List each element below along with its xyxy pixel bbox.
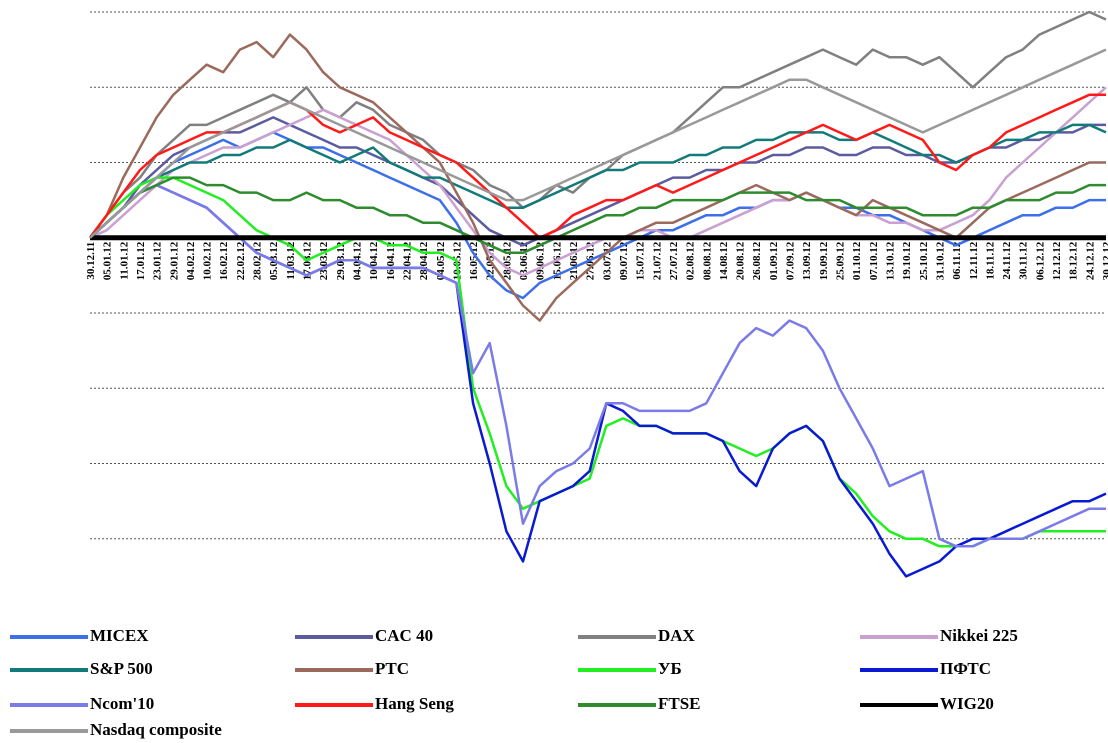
x-tick-label: 14.08.12 <box>718 241 730 280</box>
x-tick-label: 16.04.12 <box>385 241 397 280</box>
x-tick-label: 25.09.12 <box>835 241 847 280</box>
x-tick-label: 17.01.12 <box>135 241 147 280</box>
legend-label: MICEX <box>90 626 149 645</box>
x-tick-label: 11.01.12 <box>118 241 130 279</box>
series-line <box>89 123 1107 239</box>
legend-label: Nasdaq composite <box>90 720 222 739</box>
legend-label: ПФТС <box>940 659 991 678</box>
series-line <box>89 183 1106 548</box>
x-tick-label: 19.10.12 <box>901 241 913 280</box>
x-tick-label: 20.08.12 <box>735 241 747 280</box>
legend-label: УБ <box>658 659 682 678</box>
x-tick-label: 09.07.12 <box>618 241 630 280</box>
x-tick-label: 06.12.12 <box>1034 241 1046 280</box>
x-tick-label: 09.06.12 <box>535 241 547 280</box>
x-tick-label: 12.11.12 <box>968 241 980 279</box>
legend-label: FTSE <box>658 694 701 713</box>
series-line <box>88 33 1106 322</box>
series-line <box>89 48 1107 239</box>
x-tick-label: 07.09.12 <box>785 241 797 280</box>
x-tick-label: 18.11.12 <box>984 241 996 279</box>
x-tick-label: 15.07.12 <box>635 241 647 280</box>
x-tick-label: 18.12.12 <box>1068 241 1080 280</box>
legend-label: DAX <box>658 626 696 645</box>
x-tick-label: 01.10.12 <box>851 241 863 280</box>
x-tick-label: 13.09.12 <box>801 241 813 280</box>
x-tick-label: 10.04.12 <box>368 241 380 280</box>
x-tick-label: 23.03.12 <box>318 241 330 280</box>
legend-label: Ncom'10 <box>90 694 154 713</box>
x-tick-label: 31.10.12 <box>934 241 946 280</box>
x-tick-label: 21.06.12 <box>568 241 580 280</box>
x-tick-label: 25.10.12 <box>918 241 930 280</box>
x-tick-label: 12.12.12 <box>1051 241 1063 280</box>
x-tick-label: 27.07.12 <box>668 241 680 280</box>
x-tick-label: 08.08.12 <box>701 241 713 280</box>
legend-label: Hang Seng <box>375 694 454 713</box>
x-tick-label: 26.08.12 <box>751 241 763 280</box>
legend-label: Nikkei 225 <box>940 626 1018 645</box>
x-tick-label: 28.05.12 <box>501 241 513 280</box>
series-line <box>89 116 1106 247</box>
legend-label: WIG20 <box>940 694 994 713</box>
x-tick-label: 02.08.12 <box>685 241 697 280</box>
legend-label: CAC 40 <box>375 626 433 645</box>
x-tick-label: 24.11.12 <box>1001 241 1013 279</box>
x-tick-label: 28.04.12 <box>418 241 430 280</box>
x-tick-label: 30.12.11 <box>85 242 97 280</box>
x-tick-label: 22.04.12 <box>401 241 413 280</box>
x-tick-label: 21.07.12 <box>651 241 663 280</box>
x-tick-label: 30.12.12 <box>1101 241 1108 280</box>
x-tick-label: 05.01.12 <box>102 241 114 280</box>
x-tick-label: 10.02.12 <box>202 241 214 280</box>
x-tick-label: 16.02.12 <box>218 241 230 280</box>
legend-label: PTC <box>375 659 409 678</box>
x-tick-label: 07.10.12 <box>868 241 880 280</box>
x-tick-label: 23.01.12 <box>152 241 164 280</box>
x-tick-label: 28.02.12 <box>252 241 264 280</box>
x-tick-label: 01.09.12 <box>768 241 780 280</box>
legend-label: S&P 500 <box>90 659 153 678</box>
x-tick-label: 13.10.12 <box>884 241 896 280</box>
x-tick-label: 06.11.12 <box>951 241 963 279</box>
x-tick-label: 19.09.12 <box>818 241 830 280</box>
x-tick-label: 04.02.12 <box>185 241 197 280</box>
x-tick-label: 04.05.12 <box>435 241 447 280</box>
x-tick-label: 29.01.12 <box>168 241 180 280</box>
series-line <box>88 176 1106 548</box>
x-tick-label: 24.12.12 <box>1084 241 1096 280</box>
x-tick-label: 30.11.12 <box>1018 241 1030 279</box>
x-tick-label: 22.02.12 <box>235 241 247 280</box>
series-line <box>89 176 1106 255</box>
